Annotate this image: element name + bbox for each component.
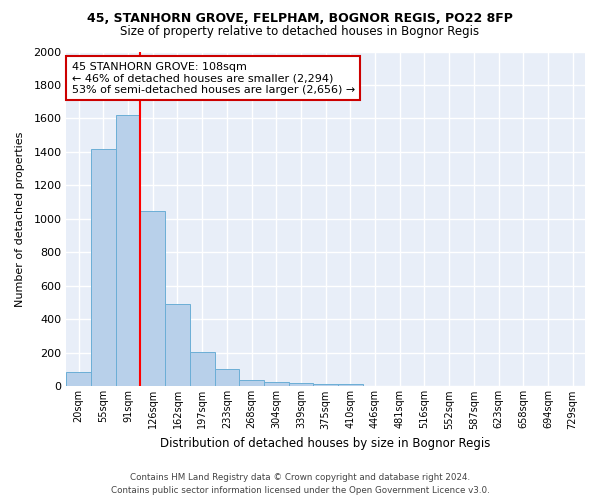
Bar [165, 304, 190, 386]
Text: Size of property relative to detached houses in Bognor Regis: Size of property relative to detached ho… [121, 25, 479, 38]
X-axis label: Distribution of detached houses by size in Bognor Regis: Distribution of detached houses by size … [160, 437, 491, 450]
Bar [215, 369, 239, 386]
Bar [313, 384, 338, 386]
Text: 45 STANHORN GROVE: 108sqm
← 46% of detached houses are smaller (2,294)
53% of se: 45 STANHORN GROVE: 108sqm ← 46% of detac… [71, 62, 355, 94]
Y-axis label: Number of detached properties: Number of detached properties [15, 132, 25, 306]
Text: Contains HM Land Registry data © Crown copyright and database right 2024.
Contai: Contains HM Land Registry data © Crown c… [110, 474, 490, 495]
Bar [338, 384, 363, 386]
Bar [239, 380, 264, 386]
Text: 45, STANHORN GROVE, FELPHAM, BOGNOR REGIS, PO22 8FP: 45, STANHORN GROVE, FELPHAM, BOGNOR REGI… [87, 12, 513, 26]
Bar [116, 115, 140, 386]
Bar [67, 372, 91, 386]
Bar [190, 352, 215, 386]
Bar [264, 382, 289, 386]
Bar [289, 383, 313, 386]
Bar [91, 148, 116, 386]
Bar [140, 210, 165, 386]
